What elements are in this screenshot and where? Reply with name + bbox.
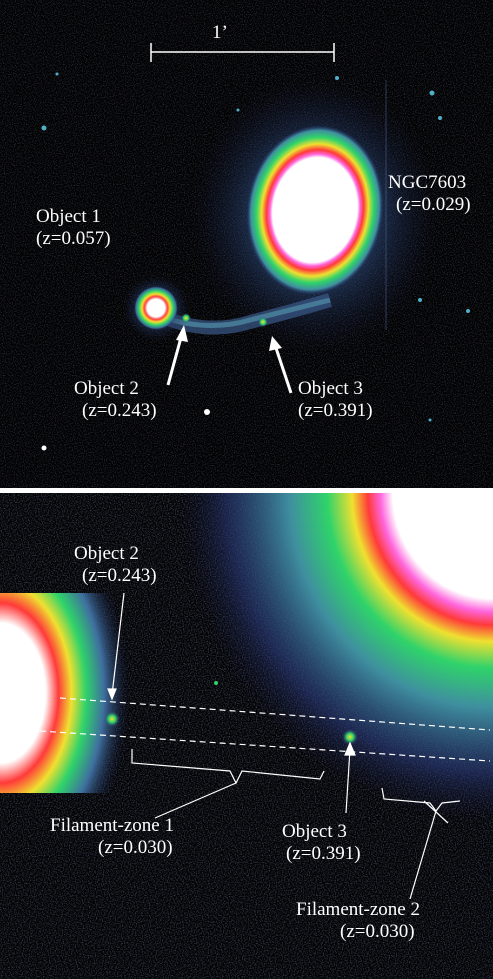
object1-redshift: (z=0.057): [36, 228, 111, 250]
object2-name: Object 2: [74, 378, 157, 400]
filament1-label: Filament-zone 1 (z=0.030): [50, 815, 174, 859]
filament1-name: Filament-zone 1: [50, 815, 174, 837]
ngc7603-redshift: (z=0.029): [396, 194, 471, 216]
zoom-object2-label: Object 2 (z=0.243): [74, 543, 157, 587]
zoom-object2-name: Object 2: [74, 543, 157, 565]
filament1-redshift: (z=0.030): [98, 837, 174, 859]
object2-zoom-source: [104, 711, 120, 727]
zoom-object2-redshift: (z=0.243): [82, 565, 157, 587]
object2-redshift: (z=0.243): [82, 400, 157, 422]
scale-bar-label: 1’: [212, 22, 228, 44]
filament2-name: Filament-zone 2: [296, 899, 420, 921]
object1-label: Object 1 (z=0.057): [36, 206, 111, 250]
bottom-image-panel: Object 2 (z=0.243) Filament-zone 1 (z=0.…: [0, 493, 493, 979]
object2-source: [181, 313, 191, 323]
ngc7603-name: NGC7603: [388, 172, 471, 194]
filament2-label: Filament-zone 2 (z=0.030): [296, 899, 420, 943]
ngc7603-label: NGC7603 (z=0.029): [388, 172, 471, 216]
zoom-object3-name: Object 3: [282, 821, 361, 843]
ngc7603-zoom: [180, 493, 493, 823]
zoom-object3-label: Object 3 (z=0.391): [282, 821, 361, 865]
object1-name: Object 1: [36, 206, 111, 228]
top-image-panel: 1’ NGC7603 (z=0.029) Object 1 (z=0.057) …: [0, 0, 493, 488]
object3-label: Object 3 (z=0.391): [298, 378, 373, 422]
object2-label: Object 2 (z=0.243): [74, 378, 157, 422]
object3-name: Object 3: [298, 378, 373, 400]
object3-source: [258, 317, 268, 327]
object1-galaxy: [134, 286, 178, 330]
zoom-object3-redshift: (z=0.391): [286, 843, 361, 865]
object3-redshift: (z=0.391): [298, 400, 373, 422]
filament2-redshift: (z=0.030): [340, 921, 420, 943]
